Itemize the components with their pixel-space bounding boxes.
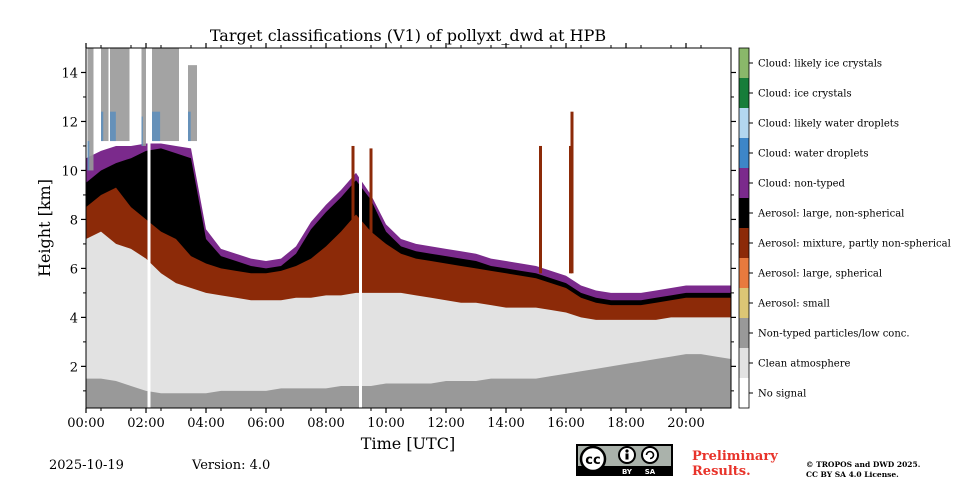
preliminary-line2: Results.	[692, 464, 751, 479]
colorbar-swatch	[739, 78, 749, 108]
cc-logo-text: cc	[585, 453, 600, 468]
cirrus-water-edge	[87, 141, 90, 171]
colorbar-swatch	[739, 228, 749, 258]
data-gap	[147, 48, 151, 408]
preliminary-line1: Preliminary	[692, 449, 778, 464]
colorbar-swatch	[739, 108, 749, 138]
cirrus-water-edge	[141, 116, 143, 146]
preliminary-notice: Preliminary Results.	[692, 449, 778, 479]
sa-icon	[641, 446, 659, 464]
sa-label: SA	[645, 468, 656, 476]
colorbar-label: Cloud: ice crystals	[758, 89, 852, 100]
x-tick-label: 14:00	[487, 416, 524, 431]
x-tick-label: 08:00	[307, 416, 344, 431]
colorbar-label: Clean atmosphere	[758, 359, 851, 370]
colorbar-label: Cloud: likely ice crystals	[758, 59, 882, 70]
colorbar-frame	[738, 47, 750, 409]
colorbar-swatch	[739, 288, 749, 318]
y-tick-label: 14	[61, 66, 78, 81]
y-tick-label: 4	[70, 311, 78, 326]
by-label: BY	[622, 468, 633, 476]
x-tick-label: 20:00	[667, 416, 704, 431]
colorbar-swatch	[739, 348, 749, 378]
x-axis-label: Time [UTC]	[361, 434, 455, 453]
colorbar-swatch	[739, 48, 749, 78]
colorbar-label: Aerosol: mixture, partly non-spherical	[757, 239, 951, 250]
layer-clean-atmosphere	[86, 231, 731, 408]
plot-area	[86, 48, 731, 409]
x-tick-label: 10:00	[367, 416, 404, 431]
x-tick-label: 12:00	[427, 416, 464, 431]
cirrus-water-edge	[110, 111, 116, 142]
cirrus-water-edge	[101, 111, 104, 142]
plume-spike	[369, 148, 373, 274]
license-line1: © TROPOS and DWD 2025.	[806, 460, 921, 469]
colorbar-swatch	[739, 138, 749, 168]
colorbar-label: Aerosol: large, non-spherical	[757, 209, 904, 220]
y-tick-label: 2	[70, 360, 78, 375]
cirrus-block	[87, 48, 94, 171]
plume-spike	[570, 111, 574, 274]
data-gap	[359, 48, 362, 408]
colorbar-label: No signal	[758, 389, 806, 400]
colorbar-label: Aerosol: small	[757, 299, 830, 310]
colorbar-legend: No signal Clean atmosphere Non-typed parti…	[738, 47, 951, 409]
y-tick-label: 8	[70, 213, 78, 228]
x-tick-label: 04:00	[187, 416, 224, 431]
colorbar-label: Cloud: non-typed	[758, 179, 846, 190]
version-label: Version: 4.0	[192, 458, 271, 473]
y-tick-label: 6	[70, 262, 78, 277]
x-tick-label: 00:00	[67, 416, 104, 431]
layer-non-typed-particles	[86, 354, 731, 408]
y-tick-label: 12	[61, 115, 78, 130]
cirrus-block	[141, 48, 146, 146]
x-tick-label: 06:00	[247, 416, 284, 431]
colorbar-label: Cloud: likely water droplets	[758, 119, 899, 130]
cirrus-water-edge	[152, 111, 161, 142]
x-tick-label: 18:00	[607, 416, 644, 431]
plume-spike	[539, 145, 542, 274]
colorbar-swatch	[739, 378, 749, 408]
colorbar-label: Aerosol: large, spherical	[757, 269, 882, 280]
chart-title: Target classifications (V1) of pollyxt_d…	[210, 26, 606, 45]
date-label: 2025-10-19	[49, 458, 124, 473]
y-tick-label: 10	[61, 164, 78, 179]
x-tick-label: 02:00	[127, 416, 164, 431]
cirrus-block	[188, 65, 197, 142]
cc-icon	[579, 445, 607, 473]
cirrus-block	[101, 48, 109, 142]
colorbar-label: Cloud: water droplets	[758, 149, 869, 160]
x-tick-label: 16:00	[547, 416, 584, 431]
colorbar-label: Non-typed particles/low conc.	[758, 329, 910, 340]
colorbar-swatch	[739, 318, 749, 348]
cirrus-water-edge	[188, 111, 191, 142]
license-notice: © TROPOS and DWD 2025. CC BY SA 4.0 Lice…	[806, 460, 920, 480]
x-axis: 00:00 02:00 04:00 06:00 08:00 10:00 12:00 14:00…	[67, 43, 705, 431]
y-axis: 2 4 6 8 10 12 14	[61, 66, 736, 392]
cc-by-sa-logo: cc BY SA	[576, 444, 673, 476]
license-line2: CC BY SA 4.0 License.	[806, 470, 899, 479]
colorbar-swatch	[739, 258, 749, 288]
colorbar-swatch	[739, 198, 749, 228]
colorbar-swatch	[739, 168, 749, 198]
plume-spike	[351, 145, 355, 274]
plot-frame	[85, 47, 732, 409]
y-axis-label: Height [km]	[35, 179, 54, 277]
